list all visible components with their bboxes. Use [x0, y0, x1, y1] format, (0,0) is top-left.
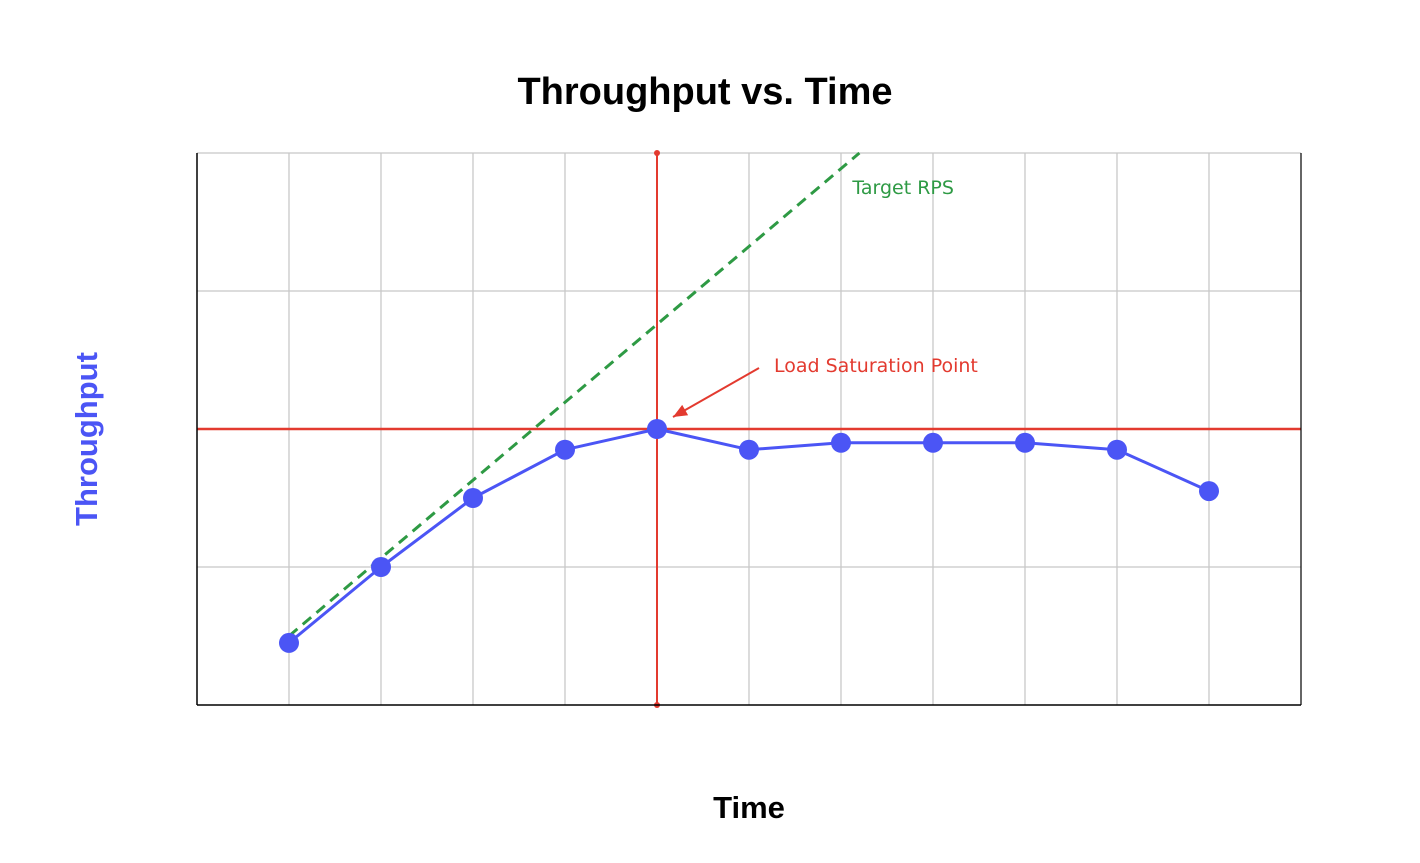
saturation-label: Load Saturation Point: [774, 355, 978, 377]
data-point: [371, 557, 391, 577]
data-point: [1015, 432, 1035, 453]
x-axis-title: Time: [713, 790, 785, 825]
axes: [196, 153, 1302, 706]
data-point: [1199, 481, 1219, 502]
data-point: [739, 439, 759, 460]
saturation-line-top-marker: [654, 150, 660, 156]
data-point: [923, 432, 943, 453]
data-point: [831, 432, 851, 453]
saturation-arrow-shaft: [672, 367, 760, 418]
target-rps-layer: Target RPS: [288, 151, 954, 638]
data-point: [463, 488, 483, 508]
chart-title: Throughput vs. Time: [517, 71, 892, 113]
throughput-series: [279, 419, 1219, 653]
data-point: [555, 439, 575, 460]
y-axis-title: Throughput: [69, 352, 104, 526]
annotations: Load Saturation Point: [672, 355, 978, 418]
data-point: [279, 632, 299, 653]
data-point: [1107, 439, 1127, 460]
target-rps-label: Target RPS: [851, 177, 954, 199]
target-rps-line: [288, 151, 861, 638]
saturation-arrow-head: [673, 404, 689, 417]
data-point: [647, 419, 667, 439]
